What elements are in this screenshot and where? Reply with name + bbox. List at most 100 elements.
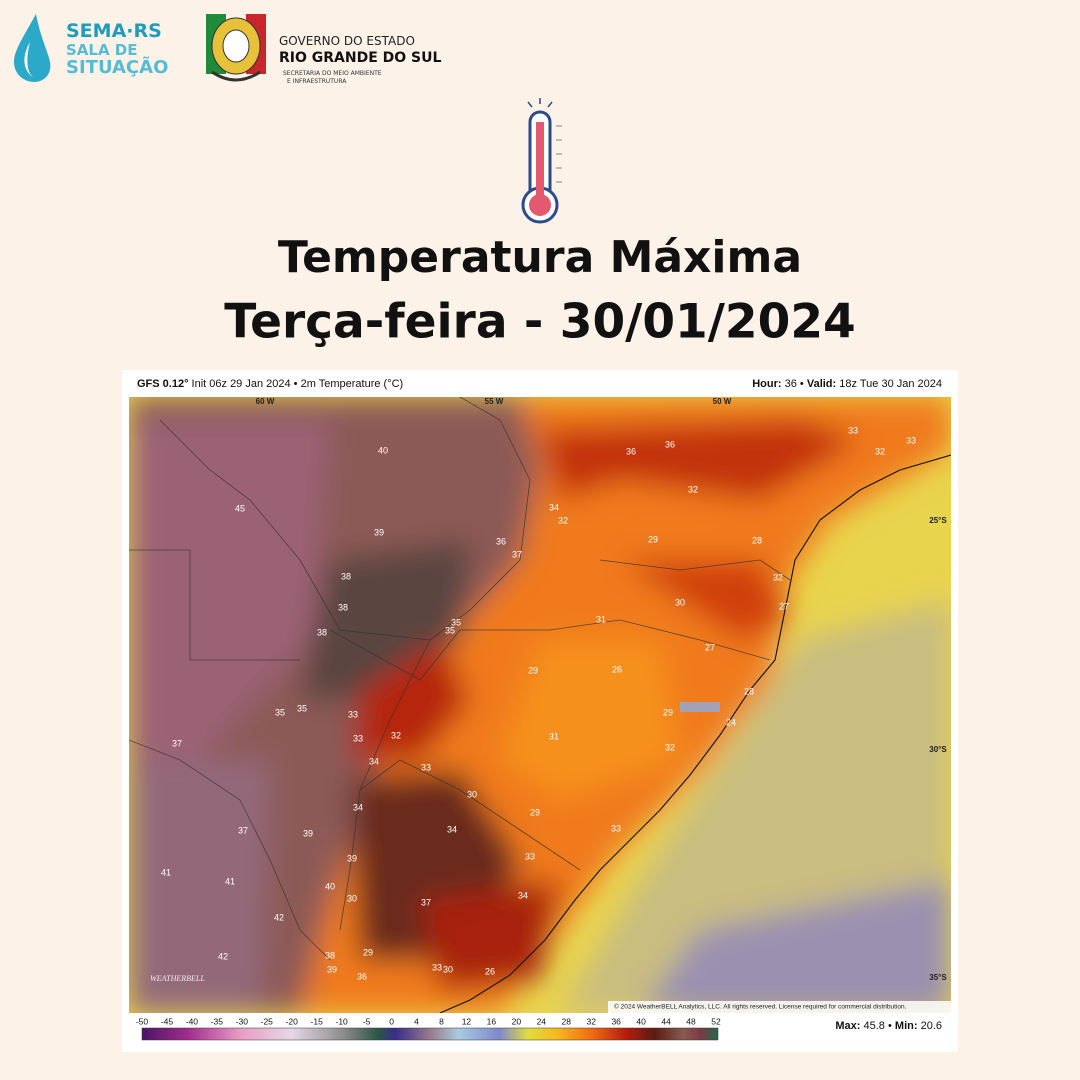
colorbar-tick: -30 <box>236 1016 249 1026</box>
temperature-label: 31 <box>549 731 559 741</box>
max-min: Max: 45.8 • Min: 20.6 <box>835 1020 942 1032</box>
colorbar-tick: -5 <box>363 1016 371 1026</box>
watermark: WEATHERBELL <box>150 974 205 983</box>
coat-of-arms <box>206 14 266 82</box>
temperature-label: 29 <box>363 947 373 957</box>
max-label: Max: <box>835 1020 860 1032</box>
temperature-label: 39 <box>347 853 357 863</box>
temperature-label: 37 <box>512 549 522 559</box>
colorbar-tick: 20 <box>512 1016 522 1026</box>
init: Init 06z 29 Jan 2024 • 2m Temperature (°… <box>192 378 404 390</box>
temperature-label: 33 <box>421 762 431 772</box>
temperature-label: 42 <box>274 912 284 922</box>
temperature-label: 30 <box>467 789 477 799</box>
temperature-label: 33 <box>525 851 535 861</box>
temperature-label: 37 <box>238 825 248 835</box>
logo-text: SALA DE <box>66 41 138 59</box>
temperature-label: 28 <box>752 535 762 545</box>
temperature-label: 29 <box>648 534 658 544</box>
temperature-label: 37 <box>172 738 182 748</box>
temperature-label: 37 <box>421 897 431 907</box>
temperature-label: 35 <box>297 703 307 713</box>
colorbar-tick: -10 <box>336 1016 349 1026</box>
hour-label: Hour: <box>752 378 781 390</box>
colorbar-tick: 44 <box>661 1016 671 1026</box>
gov-text: RIO GRANDE DO SUL <box>279 50 441 66</box>
colorbar-tick: 0 <box>389 1016 394 1026</box>
temperature-label: 32 <box>688 484 698 494</box>
colorbar-tick: -45 <box>161 1016 174 1026</box>
colorbar: -50 -45 -40 -35 -30 -25 -20 -15 -10 -5 0 4 8 12 16 20 24… <box>136 1016 721 1041</box>
temperature-label: 34 <box>518 890 528 900</box>
temperature-label: 33 <box>611 823 621 833</box>
temperature-label: 38 <box>338 602 348 612</box>
map-header-right: Hour: 36 • Valid: 18z Tue 30 Jan 2024 <box>752 378 942 390</box>
coastline <box>439 454 951 1013</box>
temperature-label: 33 <box>848 425 858 435</box>
colorbar-tick: 16 <box>487 1016 497 1026</box>
model: GFS 0.12° <box>137 378 188 390</box>
temperature-label: 24 <box>726 717 736 727</box>
temperature-label: 36 <box>496 536 506 546</box>
temperature-label: 29 <box>663 707 673 717</box>
temperature-label: 32 <box>875 446 885 456</box>
colorbar-tick: 28 <box>562 1016 572 1026</box>
temperature-label: 34 <box>549 502 559 512</box>
colorbar-tick: -40 <box>186 1016 199 1026</box>
logo-text: SITUAÇÃO <box>66 55 168 78</box>
temperature-label: 39 <box>327 964 337 974</box>
temperature-label: 38 <box>341 571 351 581</box>
colorbar-tick: 52 <box>711 1016 721 1026</box>
gov-text: GOVERNO DO ESTADO <box>279 34 415 48</box>
temperature-label: 42 <box>218 951 228 961</box>
valid-label: Valid: <box>807 378 836 390</box>
temperature-label: 45 <box>235 503 245 513</box>
gov-text: E INFRAESTRUTURA <box>287 78 347 85</box>
temperature-label: 30 <box>443 964 453 974</box>
temperature-label: 29 <box>530 807 540 817</box>
temperature-label: 33 <box>432 962 442 972</box>
temperature-label: 29 <box>528 665 538 675</box>
colorbar-tick: 40 <box>636 1016 646 1026</box>
logo-text: SEMA·RS <box>66 20 162 42</box>
temperature-label: 41 <box>225 876 235 886</box>
colorbar-tick: -50 <box>136 1016 149 1026</box>
coordinate-label: 30°S <box>929 745 947 754</box>
colorbar-tick: 24 <box>537 1016 547 1026</box>
temperature-label: 36 <box>626 446 636 456</box>
colorbar-tick: 36 <box>611 1016 621 1026</box>
temperature-label: 32 <box>558 515 568 525</box>
colorbar-tick: -15 <box>311 1016 324 1026</box>
temperature-label: 33 <box>348 709 358 719</box>
min: 20.6 <box>921 1020 942 1032</box>
temperature-label: 28 <box>744 686 754 696</box>
temperature-label: 36 <box>357 971 367 981</box>
temperature-label: 35 <box>275 707 285 717</box>
temperature-label: 36 <box>665 439 675 449</box>
borders <box>129 397 791 961</box>
colorbar-tick: -25 <box>261 1016 274 1026</box>
map-header-left: GFS 0.12° Init 06z 29 Jan 2024 • 2m Temp… <box>137 378 403 390</box>
coordinate-label: 25°S <box>929 516 947 525</box>
temperature-label: 34 <box>353 802 363 812</box>
copyright: © 2024 WeatherBELL Analytics, LLC. All r… <box>614 1003 907 1011</box>
government-text: GOVERNO DO ESTADO RIO GRANDE DO SUL SECR… <box>279 34 441 85</box>
temperature-label: 35 <box>451 617 461 627</box>
sema-logo: SEMA·RS SALA DE SITUAÇÃO <box>14 14 168 82</box>
temperature-label: 38 <box>317 627 327 637</box>
colorbar-tick: 48 <box>686 1016 696 1026</box>
temperature-label: 30 <box>347 893 357 903</box>
min-label: Min: <box>895 1020 918 1032</box>
subtitle: Terça-feira - 30/01/2024 <box>224 295 855 350</box>
temperature-label: 39 <box>374 527 384 537</box>
temperature-label: 34 <box>447 824 457 834</box>
coordinate-label: 55 W <box>485 397 504 406</box>
temperature-label: 26 <box>485 966 495 976</box>
title: Temperatura Máxima <box>278 232 802 283</box>
temperature-label: 32 <box>391 730 401 740</box>
temperature-label: 30 <box>675 597 685 607</box>
temperature-label: 33 <box>906 435 916 445</box>
temperature-label: 38 <box>325 950 335 960</box>
